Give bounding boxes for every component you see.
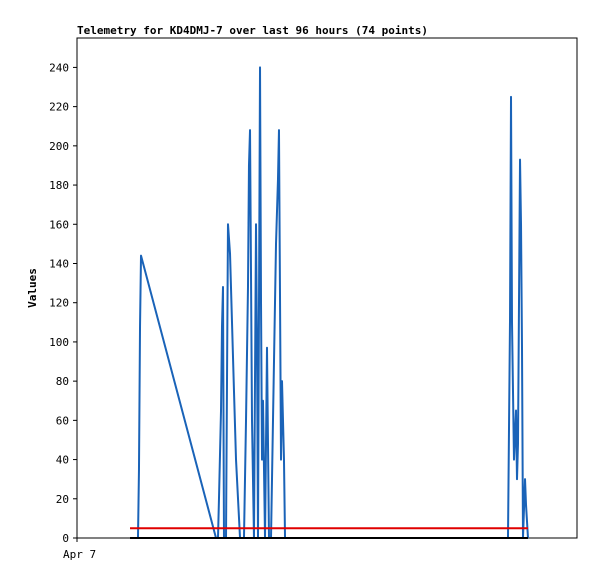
y-tick-label: 0	[62, 532, 69, 545]
y-tick-label: 200	[49, 140, 69, 153]
y-axis-label: Values	[26, 268, 39, 308]
y-tick-label: 240	[49, 61, 69, 74]
chart-title: Telemetry for KD4DMJ-7 over last 96 hour…	[77, 24, 428, 37]
plot-frame	[76, 37, 578, 539]
series-line	[130, 66, 529, 539]
y-tick-label: 160	[49, 218, 69, 231]
y-tick-label: 180	[49, 179, 69, 192]
y-tick-label: 120	[49, 297, 69, 310]
y-tick-label: 20	[56, 493, 69, 506]
y-tick-label: 140	[49, 257, 69, 270]
y-tick-label: 60	[56, 414, 69, 427]
x-tick-label: Apr 7	[63, 548, 96, 561]
y-tick-label: 100	[49, 336, 69, 349]
y-tick-label: 220	[49, 101, 69, 114]
y-tick-label: 80	[56, 375, 69, 388]
y-tick-label: 40	[56, 454, 69, 467]
